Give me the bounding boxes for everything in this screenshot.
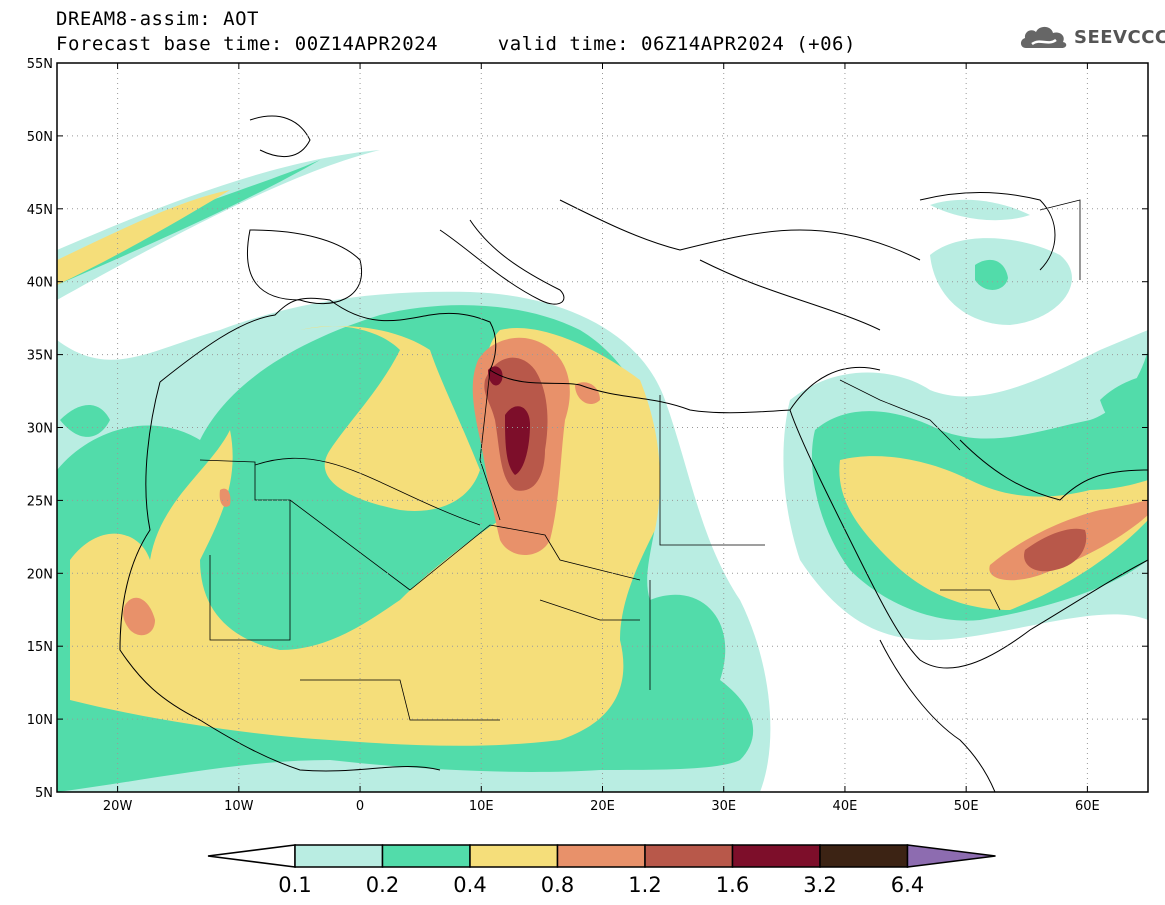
colorbar-bin	[381, 844, 471, 868]
lon-tick-label: 50E	[954, 799, 979, 814]
map-title: DREAM8-assim: AOT	[56, 8, 259, 30]
lon-tick-label: 0	[356, 799, 364, 814]
colorbar-bin	[294, 844, 384, 868]
logo-text: SEEVCCC	[1074, 26, 1165, 48]
axis-ticks: 55N 50N 45N 40N 35N 30N 25N 20N 15N 10N 5N 20W 10W 0 1…	[27, 57, 1148, 814]
colorbar-label: 1.2	[628, 873, 662, 897]
colorbar-bin	[556, 844, 646, 868]
lon-tick-label: 30E	[711, 799, 736, 814]
country-borders	[199, 199, 1081, 721]
colorbar-label: 6.4	[890, 873, 925, 897]
lat-tick-label: 55N	[27, 57, 53, 72]
lat-tick-label: 40N	[27, 276, 53, 291]
colorbar-bin	[469, 844, 559, 868]
graticule	[57, 63, 1148, 792]
lon-tick-label: 20W	[103, 799, 133, 814]
base-time: Forecast base time: 00Z14APR2024	[56, 33, 439, 55]
lat-tick-label: 50N	[27, 130, 53, 145]
lat-tick-label: 20N	[27, 567, 53, 582]
coastlines	[119, 115, 1148, 792]
colorbar-label: 3.2	[803, 873, 837, 897]
colorbar-label: 1.6	[715, 873, 750, 897]
colorbar-arrow-left	[207, 844, 296, 868]
lat-tick-label: 45N	[27, 203, 53, 218]
colorbar-bin	[819, 844, 909, 868]
aot-field	[57, 115, 1148, 792]
colorbar-bin	[731, 844, 821, 868]
lon-tick-label: 20E	[590, 799, 615, 814]
colorbar-label: 0.4	[453, 873, 487, 897]
lon-tick-label: 60E	[1075, 799, 1100, 814]
cloud-icon	[1020, 26, 1067, 48]
lat-tick-label: 30N	[27, 422, 53, 437]
lat-tick-label: 5N	[35, 786, 53, 801]
colorbar	[207, 844, 996, 868]
seevccc-logo: SEEVCCC	[1018, 22, 1165, 52]
lon-tick-label: 10E	[469, 799, 494, 814]
forecast-times: Forecast base time: 00Z14APR2024 valid t…	[56, 33, 856, 55]
valid-time: valid time: 06Z14APR2024 (+06)	[497, 33, 856, 55]
lat-tick-label: 10N	[27, 713, 53, 728]
lat-tick-label: 15N	[27, 640, 53, 655]
lon-tick-label: 40E	[833, 799, 858, 814]
colorbar-label: 0.8	[540, 873, 575, 897]
lat-tick-label: 25N	[27, 494, 53, 509]
lon-tick-label: 10W	[224, 799, 254, 814]
colorbar-label: 0.2	[365, 873, 400, 897]
colorbar-bin	[644, 844, 734, 868]
aot-level-1.6	[488, 366, 530, 475]
lat-tick-label: 35N	[27, 349, 53, 364]
colorbar-label: 0.1	[278, 873, 312, 897]
colorbar-arrow-right	[906, 844, 996, 868]
